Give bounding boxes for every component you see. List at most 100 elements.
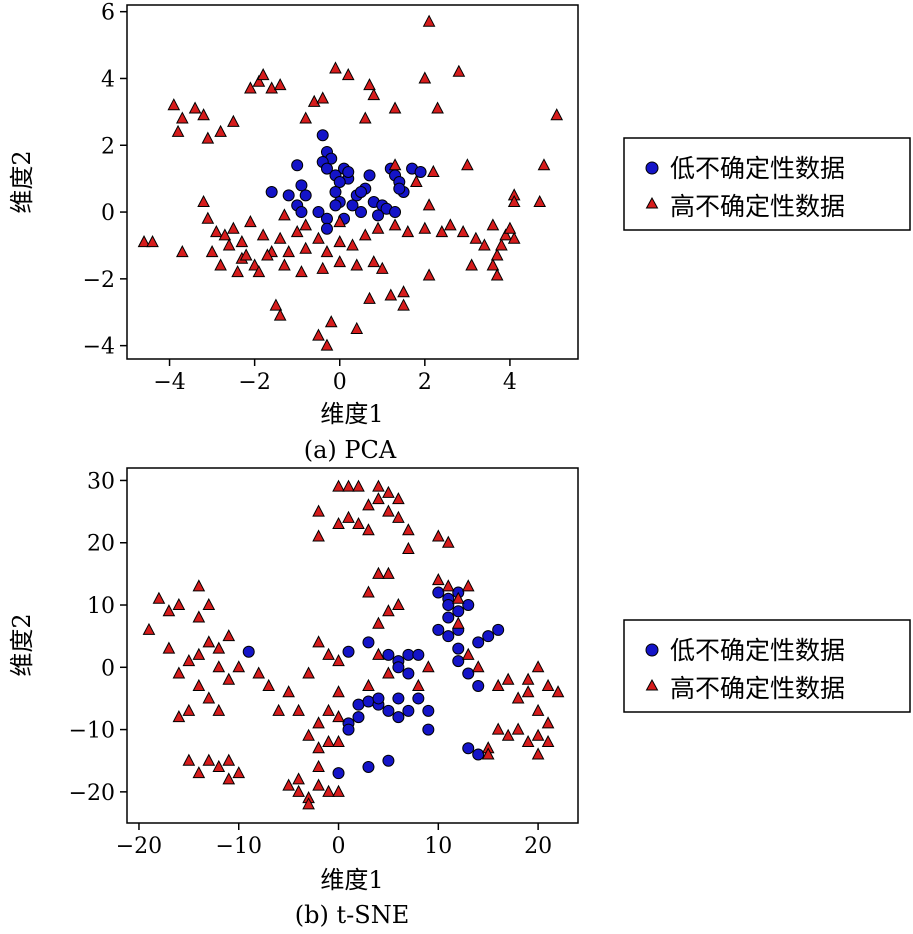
high-uncertainty-point-tsne-76: [451, 591, 465, 604]
high-uncertainty-point-tsne-77: [461, 579, 475, 592]
high-uncertainty-point-tsne-73: [441, 535, 455, 548]
legend-label-low-pca: 低不确定性数据: [670, 154, 845, 183]
high-uncertainty-point-tsne-9: [202, 635, 216, 648]
high-uncertainty-point-tsne-75: [441, 579, 455, 592]
low-uncertainty-point-tsne-9: [362, 695, 375, 708]
high-uncertainty-point-tsne-26: [222, 753, 236, 766]
low-uncertainty-point-tsne-37: [462, 667, 475, 680]
high-uncertainty-point-pca-31: [507, 194, 521, 208]
y-tick-label-tsne-1: −10: [69, 719, 115, 744]
y-tick-label-tsne-5: 30: [87, 469, 115, 494]
high-uncertainty-point-tsne-70: [372, 566, 385, 579]
high-uncertainty-point-pca-15: [316, 91, 330, 104]
x-tick-label-tsne-2: 0: [332, 834, 346, 859]
high-uncertainty-point-pca-79: [278, 258, 291, 271]
y-ticks-tsne: −20 −10 0 10 20 30: [69, 469, 127, 806]
high-uncertainty-point-tsne-49: [312, 741, 325, 754]
high-uncertainty-point-tsne-16: [172, 710, 186, 723]
y-axis-label-pca: 维度2: [8, 150, 36, 213]
low-uncertainty-point-pca-15: [333, 176, 346, 188]
low-uncertainty-point-pca-16: [329, 186, 342, 199]
panel-pca: −4 −2 0 2 4 −4 −2 0 2 4 6 维度1 维度2 (a) PCA 低不确定性数据…: [8, 1, 911, 464]
legend-marker-high-tsne: [645, 678, 659, 691]
high-uncertainty-point-pca-70: [490, 248, 504, 261]
y-tick-label-pca-3: 2: [101, 134, 115, 159]
y-tick-label-pca-1: −2: [83, 268, 115, 293]
high-uncertainty-point-tsne-104: [372, 616, 385, 629]
y-ticks-pca: −4 −2 0 2 4 6: [83, 1, 127, 360]
high-uncertainty-point-tsne-27: [232, 766, 246, 779]
high-uncertainty-point-pca-100: [278, 208, 291, 221]
low-uncertainty-point-tsne-12: [352, 711, 365, 724]
high-uncertainty-point-pca-61: [388, 218, 402, 231]
high-uncertainty-point-pca-77: [231, 265, 244, 278]
low-uncertainty-point-tsne-2: [362, 636, 375, 649]
high-uncertainty-point-tsne-91: [521, 734, 535, 748]
high-uncertainty-point-tsne-33: [322, 784, 335, 797]
high-uncertainty-point-tsne-13: [222, 629, 236, 642]
high-uncertainty-point-tsne-24: [202, 753, 216, 766]
high-uncertainty-point-tsne-46: [322, 703, 335, 716]
high-uncertainty-point-pca-39: [197, 194, 210, 208]
low-uncertainty-point-tsne-16: [392, 692, 405, 705]
high-uncertainty-point-tsne-81: [501, 672, 515, 685]
low-uncertainty-point-pca-23: [312, 206, 325, 219]
high-uncertainty-point-pca-44: [227, 221, 240, 234]
y-axis-label-tsne: 维度2: [8, 613, 36, 676]
low-uncertainty-point-tsne-29: [452, 605, 465, 618]
high-uncertainty-point-tsne-35: [292, 772, 305, 785]
high-uncertainty-point-pca-1: [175, 111, 189, 124]
high-uncertainty-point-tsne-87: [551, 685, 565, 698]
high-uncertainty-point-tsne-52: [312, 504, 325, 517]
high-uncertainty-point-tsne-78: [461, 647, 475, 660]
high-uncertainty-point-tsne-51: [312, 529, 325, 542]
low-uncertainty-point-tsne-27: [462, 599, 475, 612]
high-uncertainty-point-pca-8: [244, 81, 257, 94]
high-uncertainty-point-pca-12: [273, 78, 287, 91]
high-uncertainty-point-tsne-107: [302, 728, 315, 741]
high-uncertainty-point-pca-19: [367, 88, 381, 101]
high-uncertainty-point-tsne-40: [272, 703, 285, 716]
high-uncertainty-point-tsne-71: [362, 585, 375, 598]
plot-frame-tsne: [126, 467, 579, 824]
high-uncertainty-point-tsne-95: [491, 722, 505, 735]
high-uncertainty-point-pca-20: [358, 111, 372, 124]
high-uncertainty-point-tsne-108: [332, 685, 345, 698]
high-uncertainty-point-pca-60: [371, 221, 385, 234]
high-uncertainty-point-tsne-89: [541, 716, 555, 729]
high-uncertainty-point-tsne-67: [402, 523, 415, 536]
high-uncertainty-point-tsne-54: [342, 479, 355, 492]
high-uncertainty-point-pca-32: [388, 158, 402, 171]
high-uncertainty-point-tsne-72: [431, 529, 445, 542]
x-tick-label-pca-3: 2: [418, 370, 432, 395]
low-uncertainty-point-tsne-20: [332, 767, 345, 780]
low-uncertainty-point-pca-25: [329, 199, 342, 212]
high-uncertainty-point-pca-6: [214, 124, 227, 137]
low-uncertainty-point-pca-39: [393, 182, 406, 195]
low-uncertainty-point-tsne-3: [382, 648, 395, 661]
high-uncertainty-point-tsne-6: [182, 653, 196, 667]
low-uncertainty-point-tsne-26: [442, 599, 455, 612]
x-axis-label-tsne: 维度1: [320, 866, 383, 894]
low-uncertainty-point-tsne-5: [402, 648, 415, 661]
high-uncertainty-point-tsne-8: [192, 678, 206, 691]
low-uncertainty-point-pca-20: [355, 206, 368, 219]
high-uncertainty-point-pca-47: [244, 214, 257, 228]
high-uncertainty-point-pca-58: [346, 238, 359, 251]
low-uncertainty-point-pca-2: [282, 189, 295, 202]
high-uncertainty-point-pca-88: [312, 328, 325, 341]
high-uncertainty-point-tsne-11: [212, 660, 226, 673]
y-tick-label-pca-5: 6: [101, 1, 115, 26]
high-uncertainty-point-tsne-58: [352, 516, 365, 530]
low-uncertainty-point-tsne-14: [342, 723, 355, 736]
low-uncertainty-point-pca-7: [316, 129, 329, 142]
high-uncertainty-point-pca-96: [422, 268, 436, 281]
low-uncertainty-point-tsne-31: [442, 630, 455, 643]
y-tick-label-pca-4: 4: [101, 67, 115, 92]
high-uncertainty-point-pca-93: [384, 288, 398, 301]
high-uncertainty-point-pca-36: [137, 235, 151, 248]
high-uncertainty-point-tsne-48: [322, 734, 335, 748]
high-uncertainty-point-pca-27: [550, 108, 564, 121]
high-uncertainty-point-tsne-32: [312, 778, 325, 791]
high-uncertainty-point-tsne-62: [372, 479, 385, 492]
